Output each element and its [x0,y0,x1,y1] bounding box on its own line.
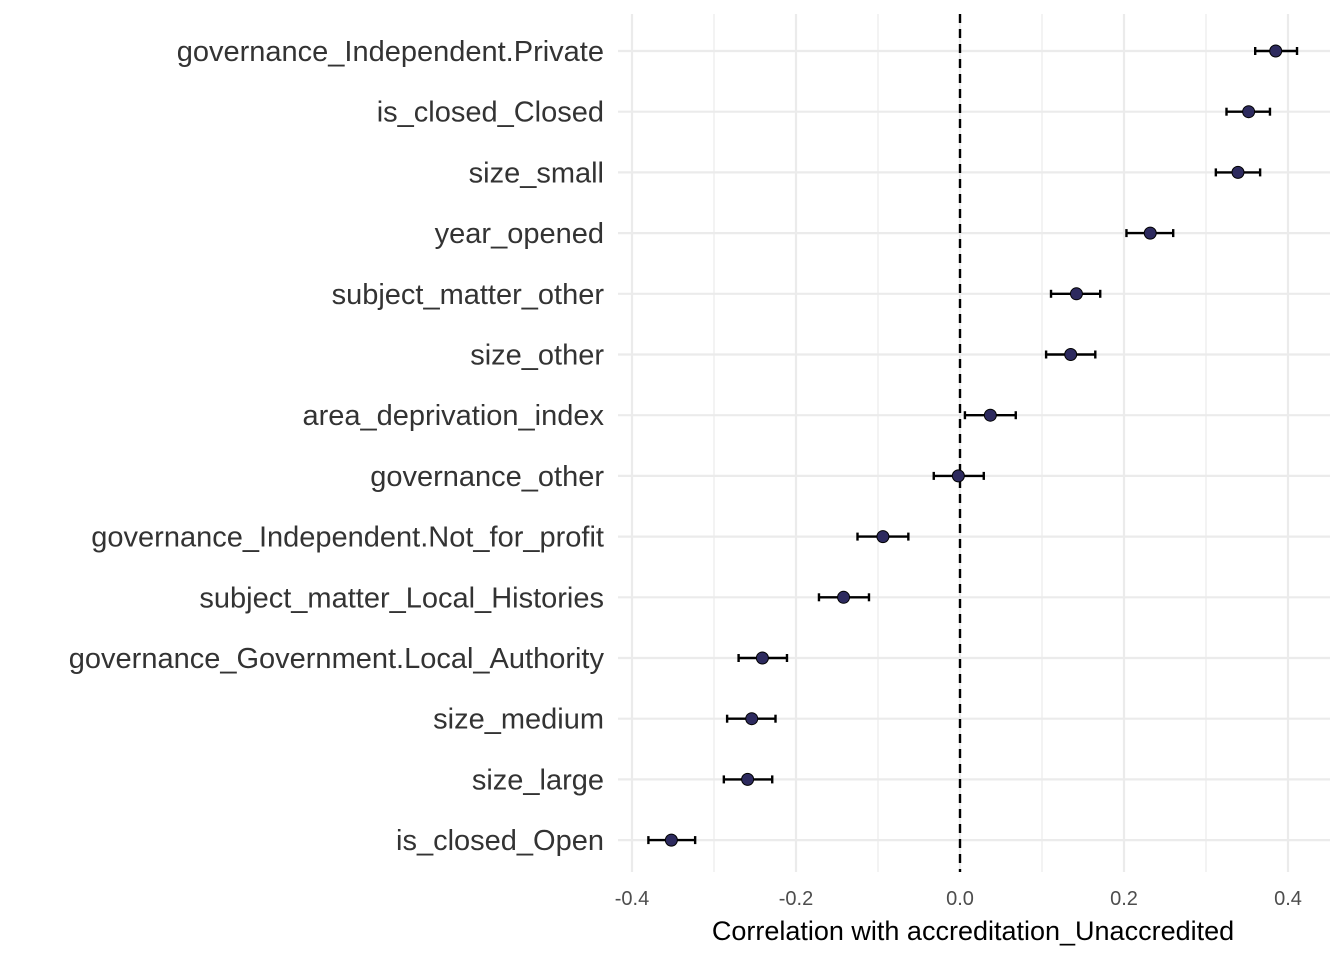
category-label: is_closed_Closed [377,97,604,129]
data-point [951,469,965,483]
category-label: size_large [472,764,604,796]
category-label: governance_other [370,461,604,493]
category-label: size_small [469,157,604,189]
data-point [983,408,997,422]
data-point [1143,226,1157,240]
x-axis-title: Correlation with accreditation_Unaccredi… [712,916,1234,946]
data-point [1069,287,1083,301]
category-label: is_closed_Open [396,825,604,857]
x-tick-labels: -0.4 -0.2 0.0 0.2 0.4 [615,888,1302,910]
category-label: governance_Independent.Private [177,36,604,68]
data-point [741,772,755,786]
data-point [745,712,759,726]
data-point [1242,105,1256,119]
data-point [664,833,678,847]
category-label: governance_Independent.Not_for_profit [91,522,604,554]
x-tick-label: -0.2 [779,888,813,910]
x-tick-label: -0.4 [615,888,649,910]
x-tick-label: 0.2 [1110,888,1138,910]
x-tick-label: 0.4 [1274,888,1302,910]
data-point [755,651,769,665]
errorbar-layer [647,47,1299,845]
category-labels: governance_Independent.Private is_closed_… [69,36,605,857]
grid-layer [618,14,1330,872]
category-label: governance_Government.Local_Authority [69,643,605,675]
point-layer [664,44,1283,847]
data-point [837,590,851,604]
category-label: size_other [470,340,604,372]
data-point [1064,348,1078,361]
category-label: size_medium [433,704,604,736]
category-label: area_deprivation_index [303,400,605,432]
category-label: year_opened [435,218,604,250]
category-label: subject_matter_Local_Histories [199,582,604,614]
data-point [1269,44,1283,58]
category-label: subject_matter_other [332,279,605,311]
data-point [1231,165,1245,179]
x-tick-label: 0.0 [946,888,974,910]
data-point [876,530,890,544]
